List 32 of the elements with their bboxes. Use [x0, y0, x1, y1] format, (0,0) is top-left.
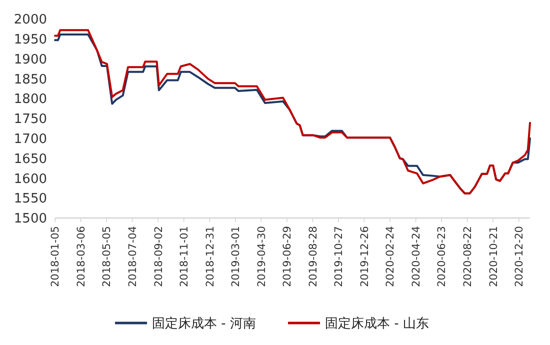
y-tick-label: 1600: [14, 172, 47, 187]
y-tick-label: 1550: [14, 192, 47, 207]
y-tick-label: 1950: [14, 32, 47, 48]
y-tick-label: 1650: [14, 152, 47, 167]
x-tick-label: 2018-07-04: [126, 226, 139, 288]
x-tick-label: 2019-08-28: [307, 226, 320, 288]
x-tick-label: 2018-09-02: [152, 226, 165, 288]
legend-label: 固定床成本 - 河南: [152, 316, 256, 332]
x-tick-label: 2020-04-24: [410, 226, 422, 288]
legend-label: 固定床成本 - 山东: [325, 316, 429, 332]
y-tick-label: 1500: [14, 212, 47, 227]
y-tick-label: 1900: [14, 52, 47, 68]
x-tick-label: 2019-04-30: [256, 226, 268, 288]
x-tick-label: 2020-12-20: [514, 226, 526, 288]
x-tick-label: 2020-10-21: [488, 226, 500, 288]
x-tick-label: 2018-05-05: [101, 226, 114, 288]
x-tick-label: 2020-06-23: [436, 226, 448, 288]
x-tick-label: 2020-02-24: [384, 226, 397, 288]
x-tick-label: 2019-12-26: [358, 226, 371, 288]
x-tick-label: 2018-01-05: [50, 226, 62, 288]
y-tick-label: 1700: [14, 132, 47, 147]
x-tick-label: 2018-12-31: [204, 226, 216, 288]
x-tick-label: 2018-11-01: [178, 226, 191, 288]
x-tick-label: 2019-10-27: [333, 226, 346, 288]
y-tick-label: 1850: [14, 72, 47, 88]
y-tick-label: 1800: [14, 92, 47, 108]
x-tick-label: 2019-03-01: [230, 226, 242, 288]
x-tick-label: 2020-08-22: [462, 226, 474, 288]
x-tick-label: 2018-03-06: [75, 226, 88, 288]
y-tick-label: 1750: [14, 112, 47, 128]
y-tick-label: 2000: [14, 12, 47, 28]
x-tick-label: 2019-06-29: [282, 226, 294, 288]
